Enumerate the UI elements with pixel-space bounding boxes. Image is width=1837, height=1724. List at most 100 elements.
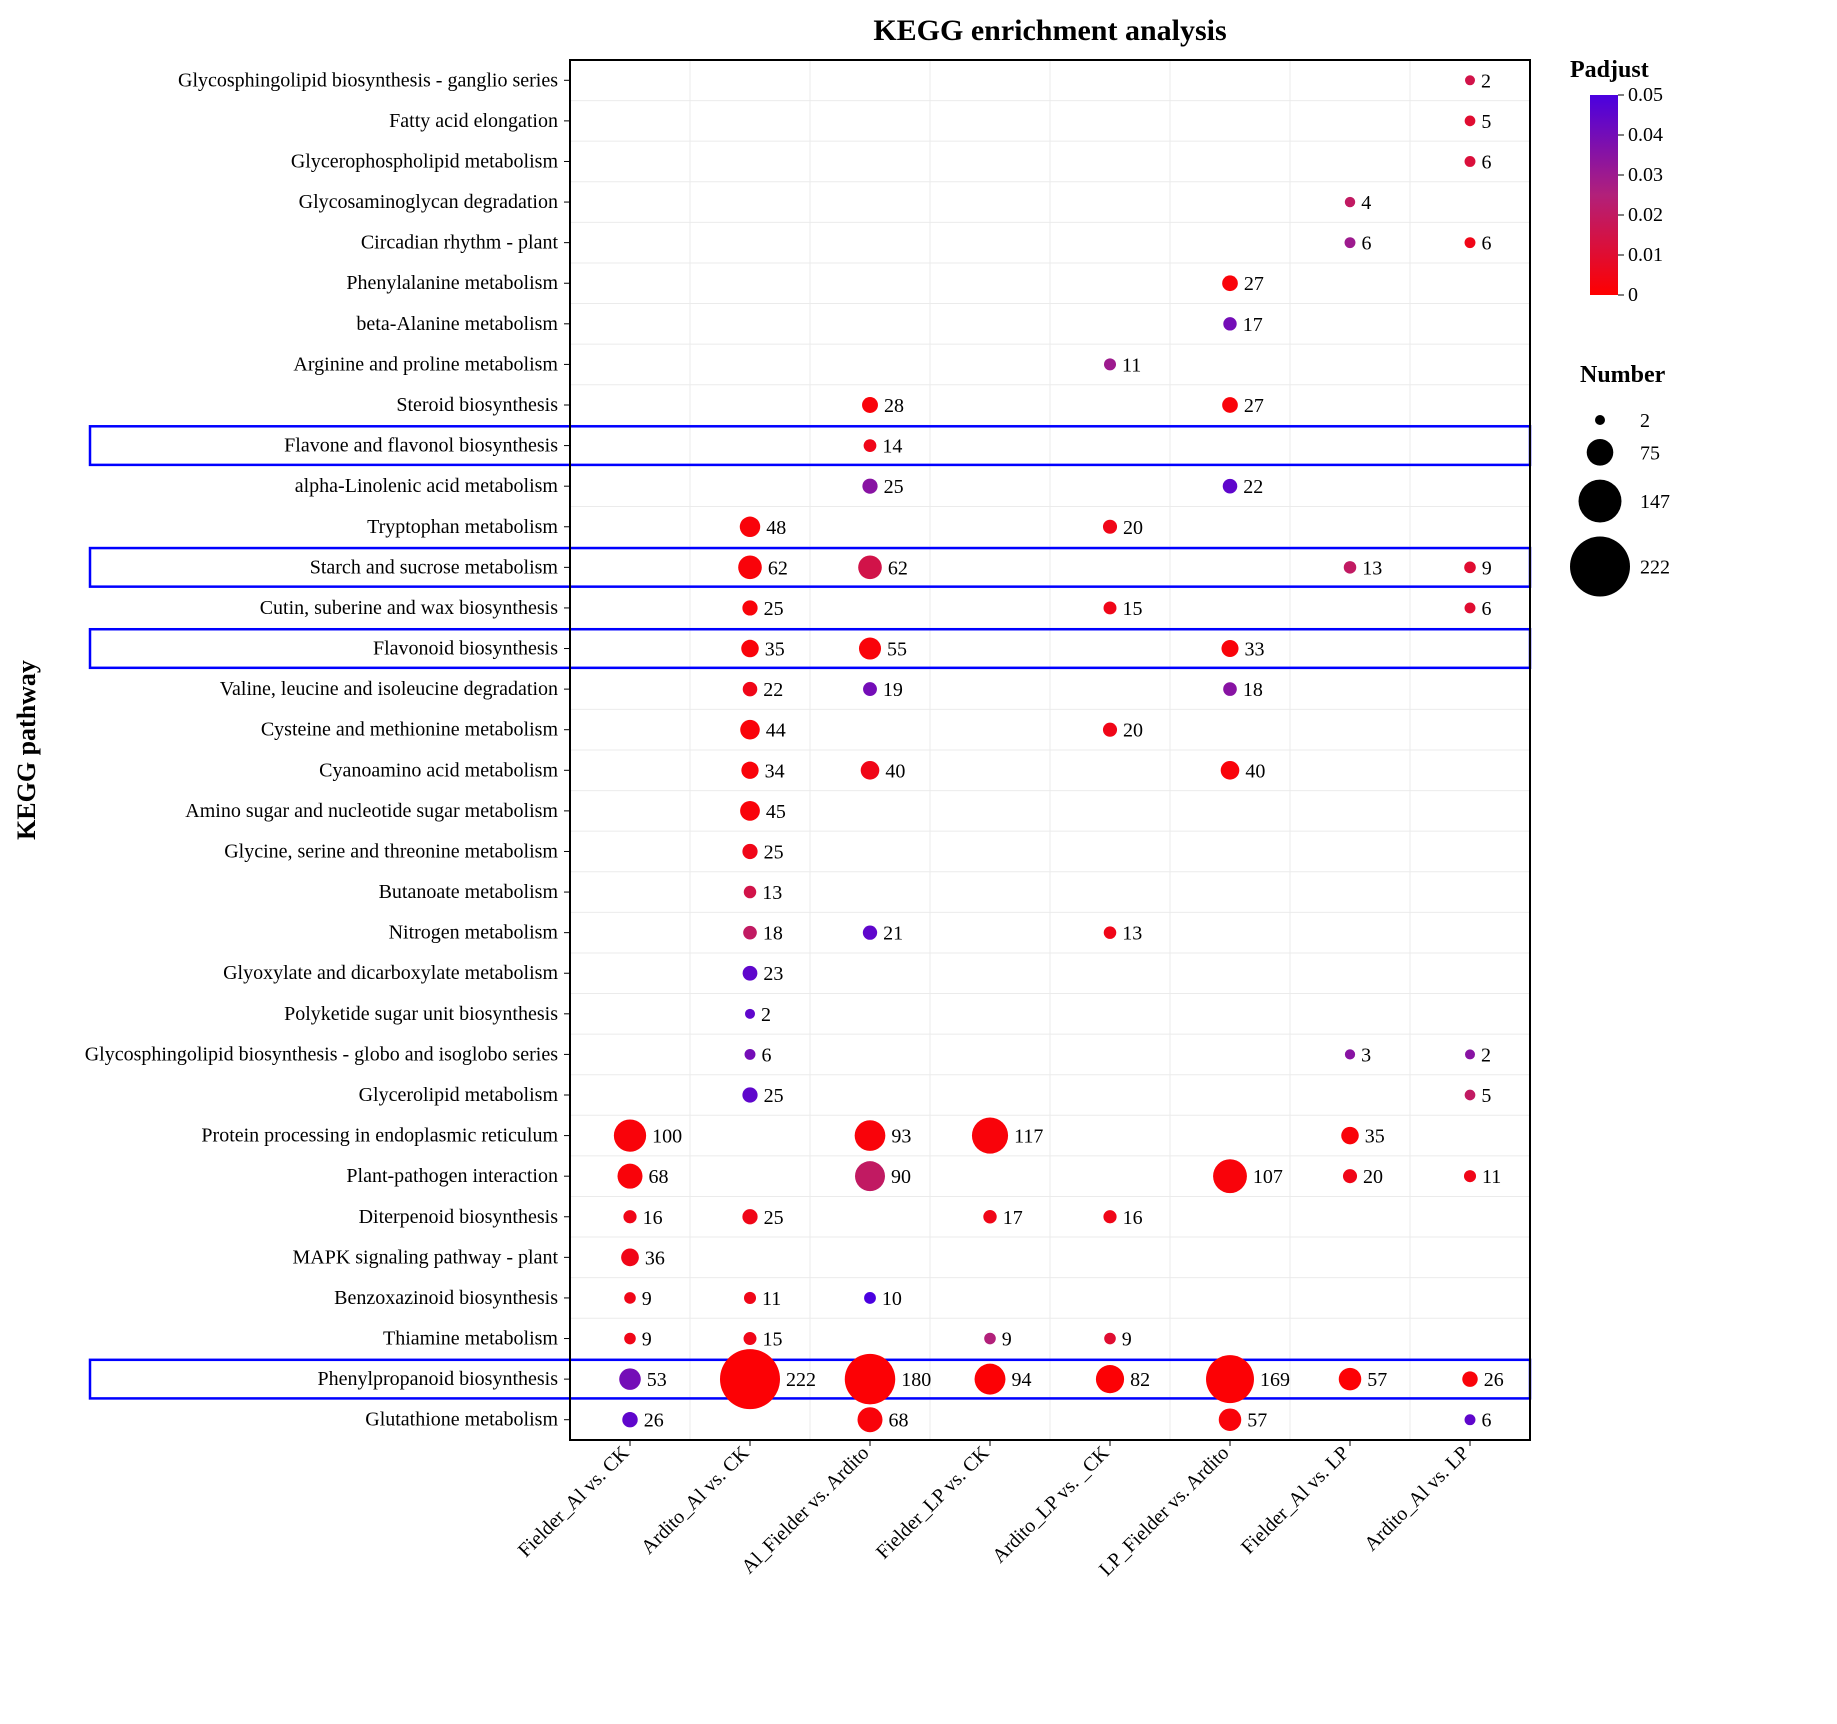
padjust-tick: 0.02: [1628, 204, 1663, 226]
bubble-point: [741, 762, 758, 779]
y-tick-label: Benzoxazinoid biosynthesis: [334, 1287, 558, 1309]
y-tick-label: MAPK signaling pathway - plant: [292, 1246, 558, 1268]
y-tick-label: Glycosphingolipid biosynthesis - ganglio…: [178, 69, 558, 91]
bubble-point: [859, 638, 881, 660]
y-tick-label: Phenylpropanoid biosynthesis: [317, 1368, 558, 1390]
y-tick-label: Flavone and flavonol biosynthesis: [284, 435, 558, 457]
bubble-label: 2: [1481, 70, 1491, 92]
bubble-point: [744, 886, 757, 899]
bubble-label: 25: [764, 1085, 784, 1107]
bubble-point: [1465, 602, 1476, 613]
bubble-label: 15: [762, 1329, 782, 1351]
bubble-point: [738, 556, 762, 580]
bubble-point: [1103, 520, 1117, 534]
y-tick-label: Starch and sucrose metabolism: [310, 556, 559, 578]
bubble-point: [743, 966, 758, 981]
bubble-point: [862, 479, 877, 494]
bubble-label: 26: [1484, 1369, 1504, 1391]
bubble-point: [1221, 761, 1240, 780]
bubble-point: [742, 1209, 757, 1224]
size-legend-label: 2: [1640, 410, 1650, 432]
padjust-legend-title: Padjust: [1570, 57, 1649, 83]
bubble-point: [741, 640, 759, 658]
bubble-point: [862, 397, 878, 413]
y-tick-label: Polyketide sugar unit biosynthesis: [284, 1003, 558, 1025]
bubble-label: 18: [1243, 679, 1263, 701]
y-tick-label: Flavonoid biosynthesis: [373, 638, 558, 660]
bubble-point: [740, 801, 760, 821]
bubble-point: [984, 1333, 996, 1345]
bubble-label: 169: [1260, 1369, 1290, 1391]
bubble-label: 222: [786, 1369, 816, 1391]
bubble-point: [1345, 1049, 1355, 1059]
bubble-point: [1465, 237, 1476, 248]
bubble-label: 180: [901, 1369, 931, 1391]
bubble-label: 57: [1367, 1369, 1387, 1391]
bubble-point: [1465, 156, 1476, 167]
bubble-point: [740, 720, 760, 740]
bubble-label: 15: [1122, 598, 1142, 620]
bubble-label: 55: [887, 639, 907, 661]
y-tick-label: Fatty acid elongation: [389, 110, 558, 132]
bubble-label: 9: [642, 1288, 652, 1310]
bubble-point: [1465, 116, 1476, 127]
bubble-point: [1465, 1090, 1476, 1101]
bubble-label: 26: [644, 1410, 664, 1432]
bubble-point: [1222, 275, 1238, 291]
bubble-label: 22: [763, 679, 783, 701]
bubble-label: 6: [1481, 598, 1491, 620]
bubble-point: [743, 682, 758, 697]
bubble-label: 3: [1361, 1044, 1371, 1066]
bubble-label: 11: [762, 1288, 781, 1310]
bubble-point: [1345, 197, 1355, 207]
bubble-label: 35: [1365, 1126, 1385, 1148]
bubble-point: [864, 1292, 876, 1304]
bubble-label: 34: [765, 760, 785, 782]
y-tick-label: Glutathione metabolism: [365, 1409, 558, 1431]
y-tick-label: Valine, leucine and isoleucine degradati…: [220, 678, 558, 700]
y-tick-label: Steroid biosynthesis: [396, 394, 558, 416]
y-tick-label: Protein processing in endoplasmic reticu…: [201, 1125, 558, 1147]
y-tick-label: Glycerophospholipid metabolism: [291, 150, 559, 172]
bubble-point: [1222, 397, 1238, 413]
bubble-label: 6: [1481, 1410, 1491, 1432]
bubble-point: [742, 600, 757, 615]
bubble-point: [742, 844, 757, 859]
bubble-label: 16: [1123, 1207, 1143, 1229]
bubble-point: [745, 1009, 755, 1019]
bubble-label: 6: [1481, 233, 1491, 255]
padjust-colorbar: [1590, 95, 1618, 295]
bubble-point: [1103, 723, 1117, 737]
bubble-point: [975, 1364, 1006, 1395]
bubble-point: [1465, 1414, 1476, 1425]
bubble-point: [1223, 479, 1238, 494]
bubble-point: [1096, 1365, 1124, 1393]
bubble-label: 22: [1243, 476, 1263, 498]
bubble-label: 2: [761, 1004, 771, 1026]
bubble-point: [858, 1407, 883, 1432]
bubble-point: [863, 925, 877, 939]
bubble-label: 14: [882, 436, 902, 458]
bubble-label: 11: [1122, 354, 1141, 376]
bubble-point: [624, 1292, 636, 1304]
bubble-point: [614, 1119, 646, 1151]
bubble-point: [1464, 562, 1476, 574]
y-tick-label: Diterpenoid biosynthesis: [359, 1206, 559, 1228]
bubble-label: 27: [1244, 395, 1264, 417]
bubble-label: 117: [1014, 1126, 1043, 1148]
padjust-tick: 0.04: [1628, 124, 1663, 146]
bubble-label: 27: [1244, 273, 1264, 295]
chart-title: KEGG enrichment analysis: [873, 14, 1226, 47]
bubble-point: [1343, 1169, 1357, 1183]
bubble-label: 13: [762, 882, 782, 904]
bubble-label: 6: [1361, 233, 1371, 255]
bubble-point: [1221, 640, 1238, 657]
padjust-tick: 0.03: [1628, 164, 1663, 186]
bubble-point: [1462, 1371, 1477, 1386]
bubble-label: 11: [1482, 1166, 1501, 1188]
bubble-label: 6: [1481, 151, 1491, 173]
bubble-label: 9: [1122, 1329, 1132, 1351]
bubble-label: 17: [1003, 1207, 1023, 1229]
bubble-label: 10: [882, 1288, 902, 1310]
y-tick-label: Amino sugar and nucleotide sugar metabol…: [185, 800, 558, 822]
